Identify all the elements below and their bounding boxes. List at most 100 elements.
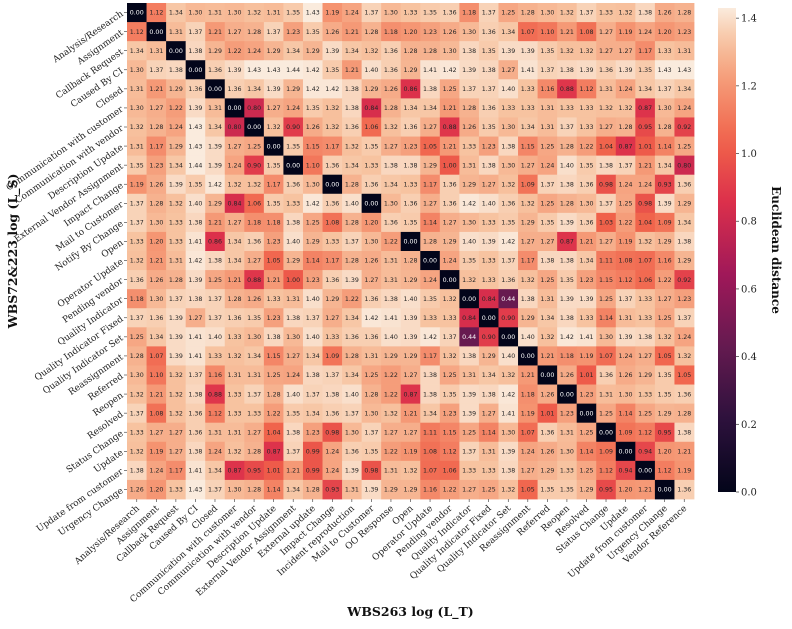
heatmap-cell <box>146 460 167 481</box>
heatmap-cell <box>127 3 147 23</box>
heatmap-cell <box>654 155 675 176</box>
heatmap-cell <box>537 193 558 214</box>
heatmap-cell <box>244 174 265 195</box>
heatmap-cell-value: 1.27 <box>403 429 417 436</box>
heatmap-cell <box>596 117 617 137</box>
heatmap-cell <box>498 441 519 462</box>
heatmap-cell-value: 1.36 <box>188 86 202 93</box>
heatmap-cell-value: 1.14 <box>482 429 496 436</box>
heatmap-cell-value: 1.21 <box>403 410 417 417</box>
heatmap-cell <box>283 289 304 309</box>
heatmap-cell-value: 1.15 <box>443 429 457 436</box>
heatmap-cell <box>361 384 382 405</box>
heatmap-cell-value: 1.32 <box>521 201 535 208</box>
heatmap-cell-value: 1.29 <box>403 277 417 284</box>
heatmap-cell-value: 1.28 <box>677 10 691 17</box>
heatmap-cell-value: 1.23 <box>286 29 300 36</box>
colorbar-tick-label: 0.2 <box>741 420 757 431</box>
heatmap-cell-value: 1.38 <box>325 391 339 398</box>
heatmap-cell <box>459 346 480 366</box>
heatmap-cell-value: 1.33 <box>130 429 144 436</box>
heatmap-cell <box>518 231 538 252</box>
heatmap-cell <box>322 441 343 462</box>
heatmap-cell-value: 1.33 <box>267 296 281 303</box>
heatmap-cell <box>342 41 363 61</box>
heatmap-cell <box>498 41 519 61</box>
heatmap-cell <box>224 365 245 385</box>
heatmap-cell-value: 1.40 <box>403 296 417 303</box>
heatmap-cell-value: 1.08 <box>423 449 437 456</box>
heatmap-cell-value: 1.37 <box>188 372 202 379</box>
heatmap-cell <box>674 3 695 23</box>
heatmap-cell <box>654 365 675 385</box>
heatmap-cell <box>400 365 421 385</box>
heatmap-cell <box>576 289 597 309</box>
heatmap-cell-value: 1.27 <box>521 162 535 169</box>
heatmap-cell-value: 1.30 <box>228 10 242 17</box>
heatmap-cell <box>244 289 265 309</box>
heatmap-cell-value: 1.28 <box>149 201 163 208</box>
heatmap-cell-value: 1.00 <box>443 162 457 169</box>
heatmap-cell <box>654 441 675 462</box>
heatmap-cell-value: 1.26 <box>325 29 339 36</box>
heatmap-cell <box>654 117 675 137</box>
heatmap-cell-value: 1.42 <box>423 334 437 341</box>
heatmap-cell <box>576 60 597 80</box>
heatmap-cell <box>322 193 343 214</box>
heatmap-cell <box>518 60 538 80</box>
heatmap-cell <box>537 212 558 233</box>
heatmap-cell <box>674 403 695 424</box>
heatmap-cell-value: 1.22 <box>345 296 359 303</box>
heatmap-cell-value: 1.32 <box>345 143 359 150</box>
heatmap-cell <box>576 251 597 271</box>
heatmap-cell-value: 1.27 <box>247 429 261 436</box>
heatmap-cell <box>576 231 597 252</box>
heatmap-cell <box>224 41 245 61</box>
heatmap-cell-value: 1.36 <box>325 277 339 284</box>
heatmap-cell-value: 1.37 <box>599 201 613 208</box>
heatmap-cell-value: 1.19 <box>521 410 535 417</box>
heatmap-cell-value: 1.07 <box>521 429 535 436</box>
heatmap-cell-value: 1.39 <box>579 296 593 303</box>
heatmap-cell-value: 1.07 <box>638 258 652 265</box>
heatmap-cell <box>576 136 597 157</box>
heatmap-cell <box>146 136 167 157</box>
heatmap-cell <box>674 231 695 252</box>
heatmap-cell <box>459 98 480 118</box>
heatmap-cell-value: 1.41 <box>521 67 535 74</box>
heatmap-cell <box>224 251 245 271</box>
heatmap-cell <box>381 117 402 137</box>
heatmap-cell-value: 1.17 <box>169 468 183 475</box>
heatmap-cell <box>518 3 538 23</box>
heatmap-cell <box>478 136 499 157</box>
heatmap-cell <box>205 98 226 118</box>
heatmap-cell-value: 1.21 <box>149 258 163 265</box>
heatmap-cell <box>361 22 382 42</box>
heatmap-cell-value: 1.27 <box>286 353 300 360</box>
heatmap-cell <box>342 384 363 405</box>
heatmap-cell <box>166 460 187 481</box>
heatmap-cell-value: 1.18 <box>521 391 535 398</box>
heatmap-cell <box>537 422 558 443</box>
heatmap-cell <box>185 327 206 347</box>
heatmap-cell-value: 1.23 <box>677 29 691 36</box>
heatmap-cell-value: 1.38 <box>306 372 320 379</box>
heatmap-cell-value: 1.40 <box>188 201 202 208</box>
heatmap-cell-value: 1.34 <box>423 410 437 417</box>
heatmap-cell-value: 1.26 <box>619 372 633 379</box>
heatmap-cell <box>361 403 382 424</box>
heatmap-cell <box>361 460 382 481</box>
heatmap-cell-value: 1.33 <box>482 468 496 475</box>
heatmap-cell <box>557 327 578 347</box>
heatmap-cell <box>322 136 343 157</box>
heatmap-cell-value: 1.35 <box>188 181 202 188</box>
heatmap-cell-value: 1.25 <box>208 277 222 284</box>
heatmap-cell-value: 1.38 <box>188 220 202 227</box>
heatmap-cell-value: 1.30 <box>364 239 378 246</box>
heatmap-cell-value: 1.38 <box>188 48 202 55</box>
heatmap-cell-value: 1.06 <box>638 277 652 284</box>
heatmap-cell-value: 1.01 <box>540 410 554 417</box>
heatmap-cell-value: 0.00 <box>599 429 613 436</box>
heatmap-cell <box>596 327 617 347</box>
